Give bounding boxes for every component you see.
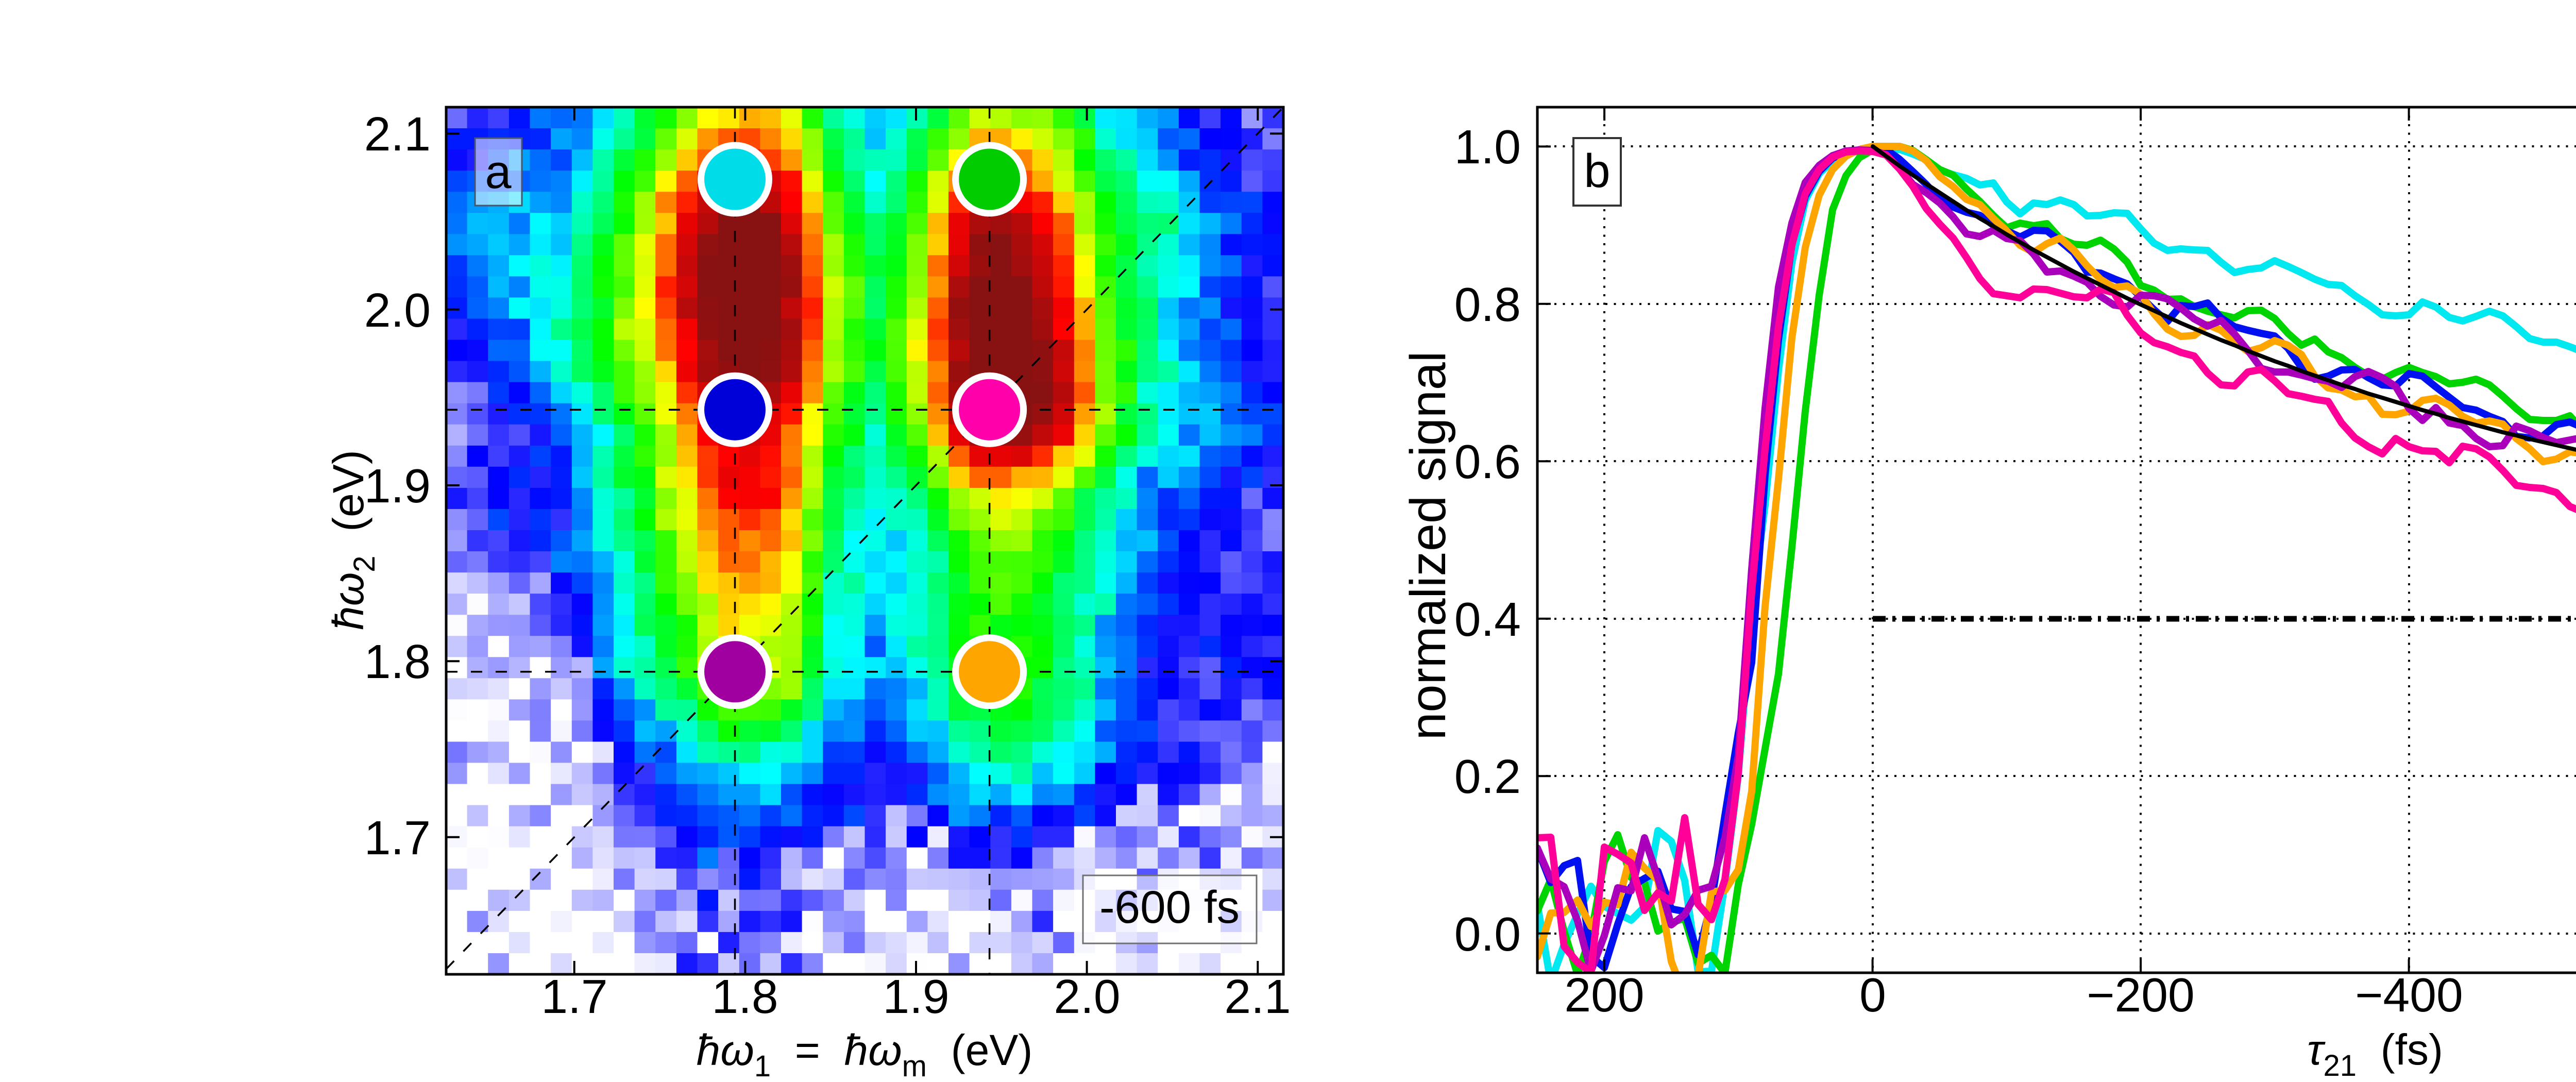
svg-text:1.8: 1.8: [711, 970, 778, 1023]
svg-text:0.4: 0.4: [1454, 593, 1521, 646]
svg-text:1.0: 1.0: [1454, 120, 1521, 174]
svg-text:2.0: 2.0: [364, 283, 431, 337]
svg-text:2.1: 2.1: [1224, 970, 1291, 1023]
svg-text:0: 0: [1859, 968, 1886, 1022]
svg-text:200: 200: [1564, 968, 1644, 1022]
svg-text:−400: −400: [2355, 968, 2463, 1022]
svg-text:normalized signal: normalized signal: [1400, 351, 1456, 740]
svg-text:-600 fs: -600 fs: [1099, 881, 1240, 933]
svg-text:a: a: [485, 146, 512, 198]
svg-text:2.1: 2.1: [364, 107, 431, 161]
svg-text:ħω1 = ħωm (eV): ħω1 = ħωm (eV): [697, 1026, 1033, 1082]
svg-text:0.8: 0.8: [1454, 278, 1521, 331]
svg-text:2.0: 2.0: [1054, 970, 1120, 1023]
svg-text:1.8: 1.8: [364, 635, 431, 688]
svg-text:0.6: 0.6: [1454, 435, 1521, 488]
svg-text:1.7: 1.7: [364, 811, 431, 865]
svg-text:0.2: 0.2: [1454, 750, 1521, 803]
svg-text:τ21 (fs): τ21 (fs): [2307, 1025, 2443, 1082]
svg-text:−200: −200: [2087, 968, 2194, 1022]
svg-text:0.0: 0.0: [1454, 907, 1521, 961]
svg-text:b: b: [1584, 145, 1610, 197]
svg-text:1.9: 1.9: [364, 459, 431, 513]
svg-text:1.9: 1.9: [883, 970, 949, 1023]
svg-text:1.7: 1.7: [541, 970, 607, 1023]
svg-text:ħω2 (eV): ħω2 (eV): [324, 450, 381, 630]
